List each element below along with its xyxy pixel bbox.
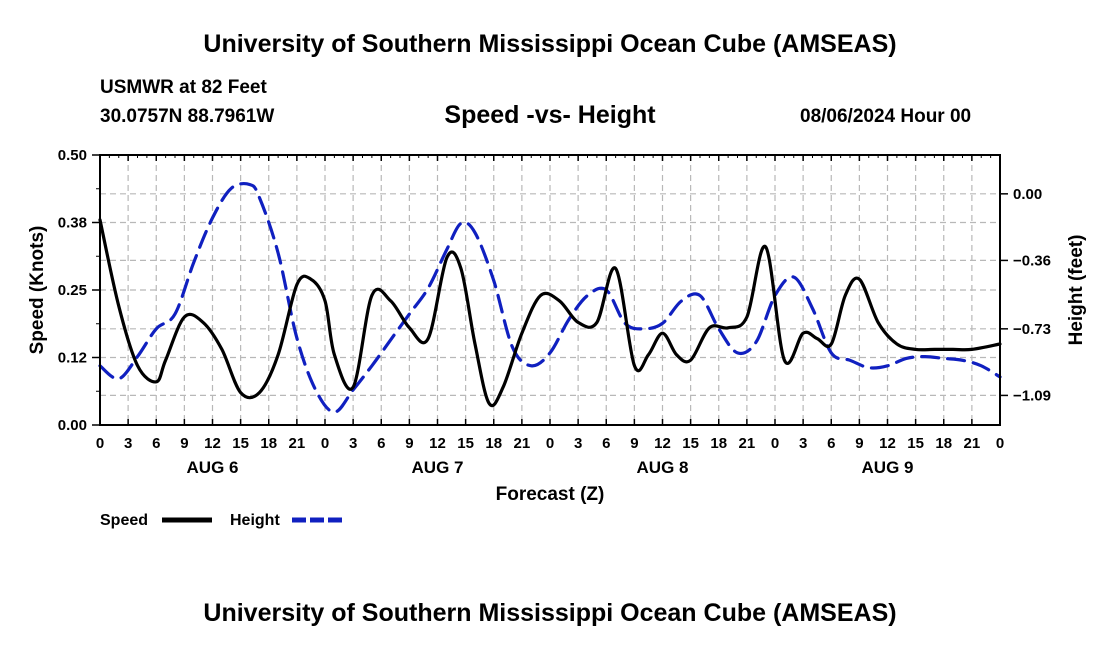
- day-label: AUG 9: [862, 458, 914, 477]
- x-tick-label: 3: [574, 435, 582, 452]
- x-tick-label: 12: [879, 435, 896, 452]
- x-tick-label: 9: [180, 435, 188, 452]
- x-tick-label: 0: [546, 435, 554, 452]
- x-tick-label: 15: [907, 435, 924, 452]
- series-layer: [98, 181, 1002, 414]
- day-label: AUG 7: [412, 458, 464, 477]
- right-tick-label: −1.09: [1013, 387, 1051, 404]
- left-tick-label: 0.38: [58, 215, 87, 232]
- left-tick-label: 0.12: [58, 350, 87, 367]
- x-tick-label: 15: [682, 435, 699, 452]
- left-tick-label: 0.25: [58, 282, 87, 299]
- grid-layer: [100, 155, 1000, 425]
- x-tick-label: 6: [377, 435, 385, 452]
- x-tick-label: 0: [996, 435, 1004, 452]
- right-tick-label: −0.73: [1013, 321, 1051, 338]
- x-tick-label: 0: [321, 435, 329, 452]
- x-tick-label: 18: [485, 435, 502, 452]
- main-title: University of Southern Mississippi Ocean…: [203, 30, 897, 58]
- x-tick-label: 6: [827, 435, 835, 452]
- x-tick-label: 21: [289, 435, 306, 452]
- x-tick-label: 9: [630, 435, 638, 452]
- x-tick-label: 15: [232, 435, 249, 452]
- chart-title: Speed -vs- Height: [444, 101, 656, 129]
- legend: Speed Height: [100, 512, 343, 529]
- legend-height-label: Height: [230, 512, 280, 529]
- issue-time: 08/06/2024 Hour 00: [800, 106, 972, 127]
- station-coordinates: 30.0757N 88.7961W: [100, 106, 275, 127]
- x-tick-label: 12: [429, 435, 446, 452]
- x-tick-label: 12: [654, 435, 671, 452]
- station-name: USMWR at 82 Feet: [100, 77, 267, 98]
- right-tick-label: −0.36: [1013, 252, 1051, 269]
- x-tick-label: 21: [514, 435, 531, 452]
- x-tick-label: 3: [799, 435, 807, 452]
- x-tick-label: 18: [935, 435, 952, 452]
- left-tick-label: 0.50: [58, 147, 87, 164]
- x-tick-label: 0: [96, 435, 104, 452]
- x-tick-label: 18: [260, 435, 277, 452]
- y-axis-label-left: Speed (Knots): [27, 226, 48, 355]
- tick-layer: 0 3 6 9 12 15 18 21 0 3 6 9 12 15 18 21 0 3 6 9 12 15 18 21 0 3 6 9…: [58, 147, 1051, 477]
- x-tick-label: 6: [602, 435, 610, 452]
- x-tick-label: 21: [964, 435, 981, 452]
- x-axis-label: Forecast (Z): [496, 484, 605, 505]
- x-tick-label: 9: [405, 435, 413, 452]
- height-series-line: [98, 181, 1002, 414]
- x-tick-label: 3: [124, 435, 132, 452]
- x-tick-label: 6: [152, 435, 160, 452]
- speed-series-line: [98, 218, 1002, 408]
- footer-title: University of Southern Mississippi Ocean…: [203, 599, 897, 627]
- right-tick-label: 0.00: [1013, 186, 1042, 203]
- x-tick-label: 12: [204, 435, 221, 452]
- x-tick-label: 21: [739, 435, 756, 452]
- x-tick-label: 3: [349, 435, 357, 452]
- legend-speed-label: Speed: [100, 512, 148, 529]
- day-label: AUG 8: [637, 458, 689, 477]
- x-tick-label: 0: [771, 435, 779, 452]
- x-tick-label: 9: [855, 435, 863, 452]
- left-tick-label: 0.00: [58, 417, 87, 434]
- x-tick-label: 18: [710, 435, 727, 452]
- label-layer: Forecast (Z) Speed (Knots) Height (feet): [27, 226, 1087, 505]
- x-tick-label: 15: [457, 435, 474, 452]
- y-axis-label-right: Height (feet): [1066, 235, 1087, 346]
- day-label: AUG 6: [187, 458, 239, 477]
